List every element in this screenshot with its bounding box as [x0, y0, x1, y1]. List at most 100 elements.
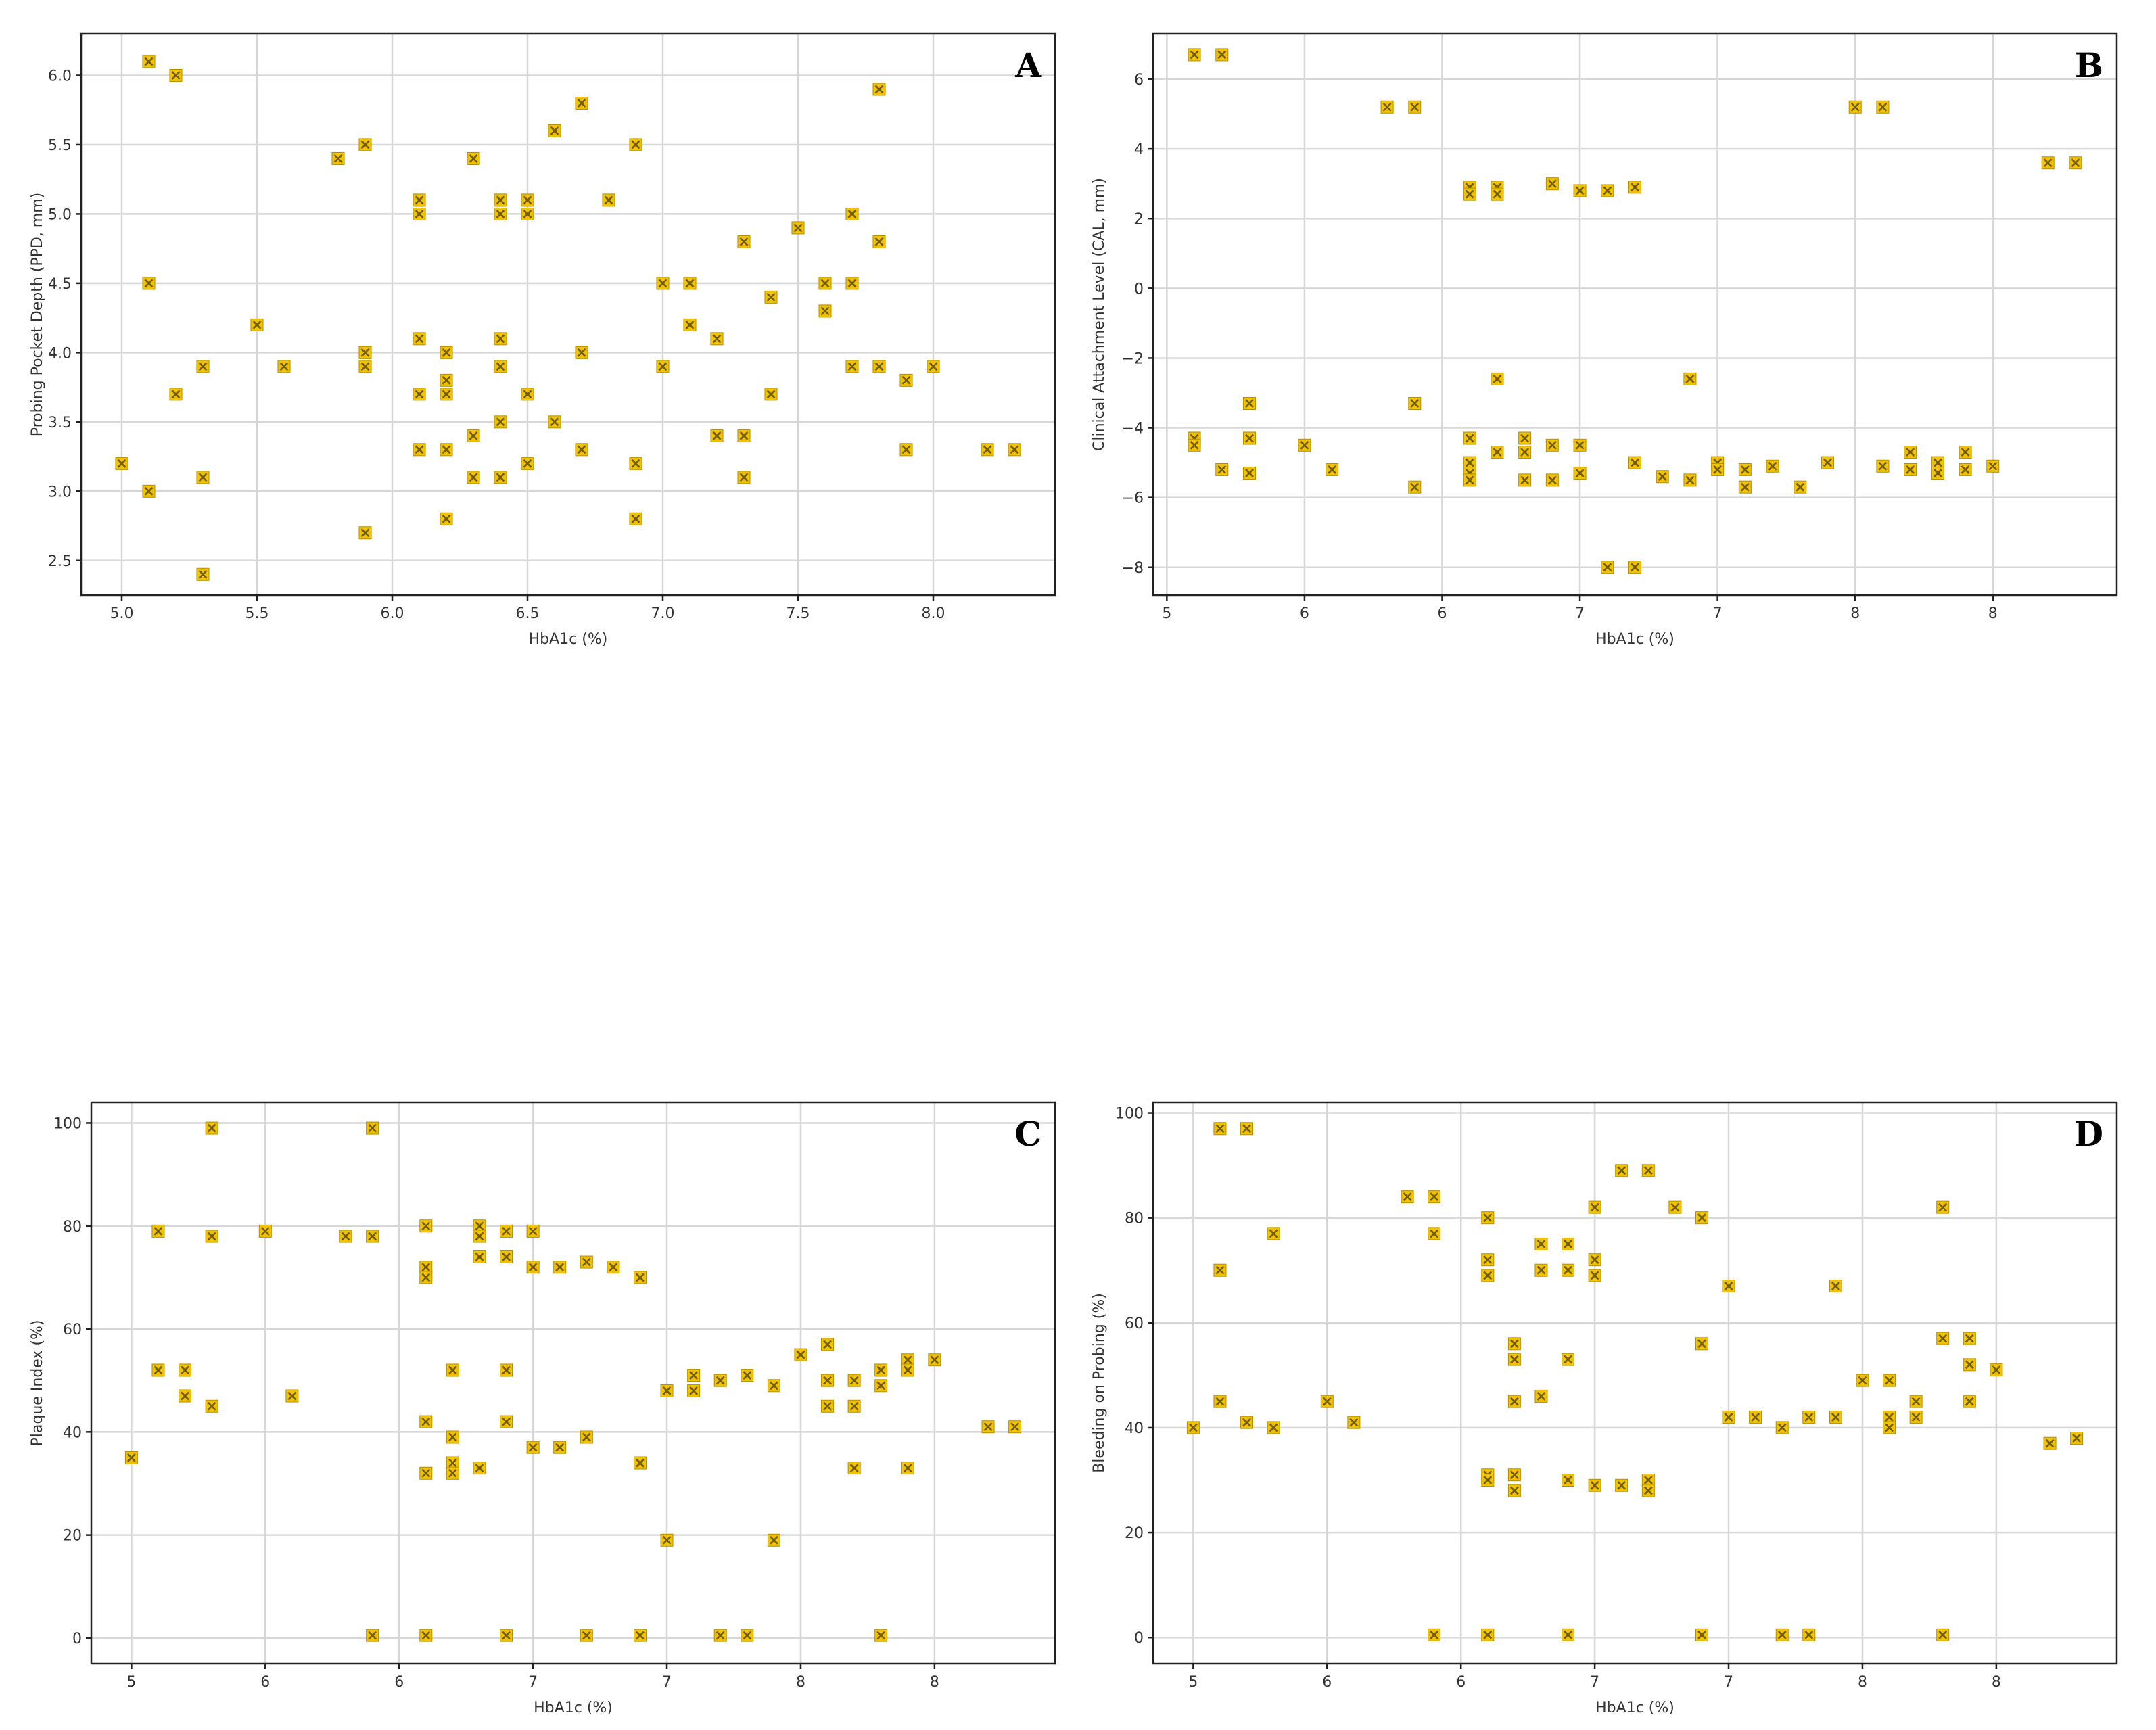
data-point	[196, 471, 210, 484]
data-point	[1588, 1269, 1601, 1282]
data-point	[500, 1224, 513, 1238]
x-tick-label: 8	[1850, 605, 1860, 622]
y-tick-label: 80	[63, 1219, 82, 1236]
data-point	[764, 388, 778, 401]
data-point	[151, 1363, 165, 1377]
data-point	[1904, 446, 1917, 459]
y-tick-label: 100	[1115, 1106, 1144, 1123]
data-point	[1240, 1416, 1254, 1429]
data-point	[151, 1224, 165, 1238]
panel-c-plaque-index-scatter: 5 6 6 7 7 8 8 0 20 40 60 80 100 HbA1c (%) Plaque Index…	[27, 1096, 1069, 1725]
x-axis-label: HbA1c (%)	[529, 631, 608, 648]
data-point	[1802, 1628, 1816, 1641]
x-tick-label: 7	[1575, 605, 1585, 622]
data-point	[710, 429, 724, 442]
data-point	[660, 1533, 674, 1547]
data-point	[205, 1121, 218, 1135]
data-point	[633, 1629, 647, 1642]
data-point	[580, 1430, 593, 1444]
data-point	[821, 1374, 835, 1387]
data-point	[1463, 431, 1476, 445]
data-point	[1428, 1628, 1441, 1641]
data-point	[1562, 1628, 1575, 1641]
data-point	[981, 443, 994, 457]
y-tick-label: −8	[1122, 560, 1144, 577]
data-point	[1188, 48, 1201, 62]
data-point	[737, 235, 751, 248]
y-tick-label: 3.0	[48, 484, 72, 500]
data-point	[446, 1456, 459, 1470]
y-tick-label: −2	[1122, 350, 1144, 367]
data-point	[818, 277, 832, 290]
x-tick-label: 6	[1300, 605, 1309, 622]
data-point	[1963, 1395, 1976, 1408]
data-point	[927, 360, 940, 373]
data-point	[331, 151, 345, 165]
data-point	[339, 1230, 352, 1243]
data-point	[169, 68, 183, 82]
data-point	[521, 193, 534, 207]
data-point	[419, 1466, 433, 1480]
panel-label: C	[1014, 1114, 1041, 1154]
data-point	[473, 1462, 486, 1475]
data-point	[467, 471, 480, 484]
data-point	[1534, 1389, 1548, 1403]
x-tick-label: 8	[796, 1674, 805, 1691]
data-point	[277, 360, 291, 373]
data-point	[494, 332, 507, 346]
data-point	[1408, 100, 1422, 114]
data-point	[1428, 1227, 1441, 1240]
data-point	[526, 1261, 540, 1274]
data-point	[1463, 473, 1476, 487]
data-point	[142, 55, 156, 68]
data-point	[901, 1363, 914, 1377]
data-point	[845, 207, 859, 220]
data-point	[1963, 1358, 1976, 1372]
data-point	[741, 1629, 754, 1642]
data-point	[1738, 480, 1752, 494]
data-point	[1507, 1337, 1521, 1351]
data-point	[446, 1466, 459, 1480]
y-tick-label: 20	[63, 1528, 82, 1545]
data-point	[1588, 1253, 1601, 1267]
data-point	[2041, 156, 2055, 170]
x-tick-label: 7.5	[787, 605, 810, 622]
y-tick-label: 3.5	[48, 415, 72, 431]
x-tick-label: 8.0	[922, 605, 945, 622]
data-point	[1695, 1337, 1708, 1351]
data-point	[1243, 396, 1256, 410]
y-tick-label: 40	[1125, 1420, 1144, 1437]
data-point	[1588, 1478, 1601, 1492]
data-point	[1507, 1353, 1521, 1366]
data-point	[494, 207, 507, 220]
data-point	[1008, 443, 1021, 457]
data-point	[767, 1379, 780, 1393]
data-point	[602, 193, 615, 207]
y-tick-label: 20	[1125, 1525, 1144, 1542]
data-point	[142, 277, 156, 290]
data-point	[1481, 1269, 1495, 1282]
data-point	[440, 443, 453, 457]
data-point	[629, 512, 642, 525]
data-point	[1722, 1410, 1735, 1424]
data-point	[1507, 1484, 1521, 1497]
data-point	[179, 1389, 192, 1403]
data-point	[737, 429, 751, 442]
data-point	[1794, 480, 1807, 494]
data-point	[1990, 1363, 2003, 1377]
x-axis-label: HbA1c (%)	[1595, 631, 1674, 648]
data-point	[1534, 1237, 1548, 1250]
data-point	[1213, 1122, 1227, 1136]
data-point	[1481, 1474, 1495, 1487]
data-point	[1243, 467, 1256, 480]
y-tick-label: 6.0	[48, 68, 72, 85]
plot-frame	[1152, 1101, 2118, 1665]
data-point	[580, 1629, 593, 1642]
y-axis-label: Plaque Index (%)	[29, 1320, 46, 1447]
panel-d-bleeding-on-probing-scatter: 5 6 6 7 7 8 8 0 20 40 60 80 100 HbA1c (%) Bleeding on …	[1089, 1096, 2130, 1725]
data-point	[1507, 1468, 1521, 1482]
data-point	[124, 1451, 138, 1464]
data-point	[1320, 1395, 1334, 1408]
